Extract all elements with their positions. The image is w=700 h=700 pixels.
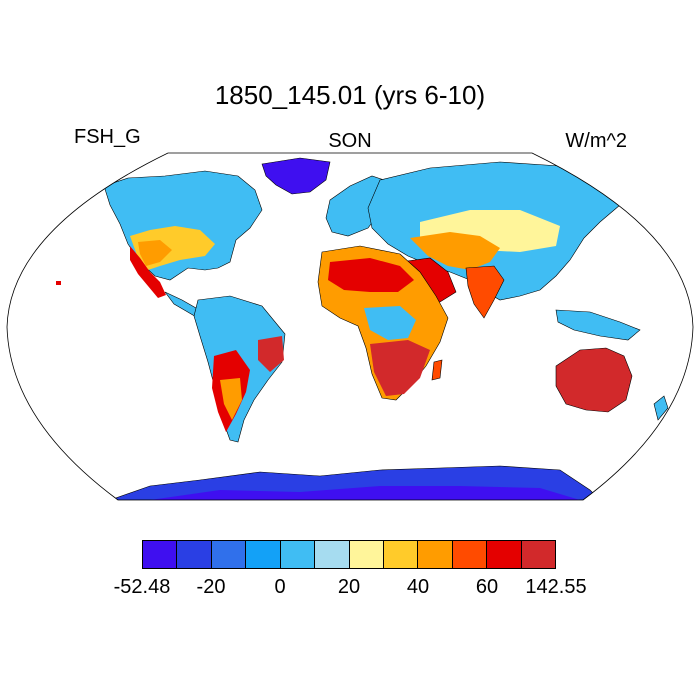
new-zealand bbox=[653, 395, 669, 421]
mexico bbox=[130, 246, 166, 298]
colorbar-box bbox=[418, 541, 453, 568]
africa-central bbox=[364, 306, 416, 340]
colorbar-label: 20 bbox=[337, 576, 361, 598]
greenland bbox=[261, 157, 331, 195]
colorbar-box bbox=[177, 541, 212, 568]
colorbar-label: 142.55 bbox=[525, 576, 587, 598]
hawaii bbox=[56, 281, 61, 285]
units-label: W/m^2 bbox=[565, 130, 627, 152]
south-america-east bbox=[258, 336, 284, 372]
africa-south bbox=[370, 340, 430, 396]
southeast-asia bbox=[555, 309, 641, 341]
antarctica-inner bbox=[150, 486, 580, 500]
colorbar-box bbox=[315, 541, 350, 568]
colorbar-box bbox=[487, 541, 522, 568]
land-fill bbox=[56, 157, 669, 500]
north-america-hot bbox=[138, 240, 172, 266]
north-america bbox=[103, 170, 263, 281]
india bbox=[465, 265, 505, 319]
variable-label: FSH_G bbox=[74, 126, 141, 148]
colorbar-label: 60 bbox=[475, 576, 499, 598]
colorbar-box bbox=[452, 541, 488, 568]
colorbar-box bbox=[246, 541, 281, 568]
colorbar-box bbox=[211, 541, 247, 568]
colorbar bbox=[142, 540, 556, 569]
colorbar-box bbox=[143, 541, 178, 568]
season-label: SON bbox=[328, 130, 372, 152]
colorbar-label: -20 bbox=[196, 576, 226, 598]
colorbar-box bbox=[349, 541, 384, 568]
madagascar bbox=[431, 359, 443, 381]
patagonia bbox=[220, 378, 242, 420]
colorbar-box bbox=[383, 541, 419, 568]
australia bbox=[555, 347, 633, 413]
colorbar-box bbox=[521, 541, 556, 568]
colorbar-label: 40 bbox=[406, 576, 430, 598]
asia-hot bbox=[410, 232, 500, 270]
colorbar-box bbox=[280, 541, 316, 568]
colorbar-label: -52.48 bbox=[113, 576, 171, 598]
colorbar-label: 0 bbox=[274, 576, 286, 598]
africa-north bbox=[328, 258, 414, 292]
map-title: 1850_145.01 (yrs 6-10) bbox=[214, 80, 486, 110]
map-boundary bbox=[6, 152, 694, 501]
